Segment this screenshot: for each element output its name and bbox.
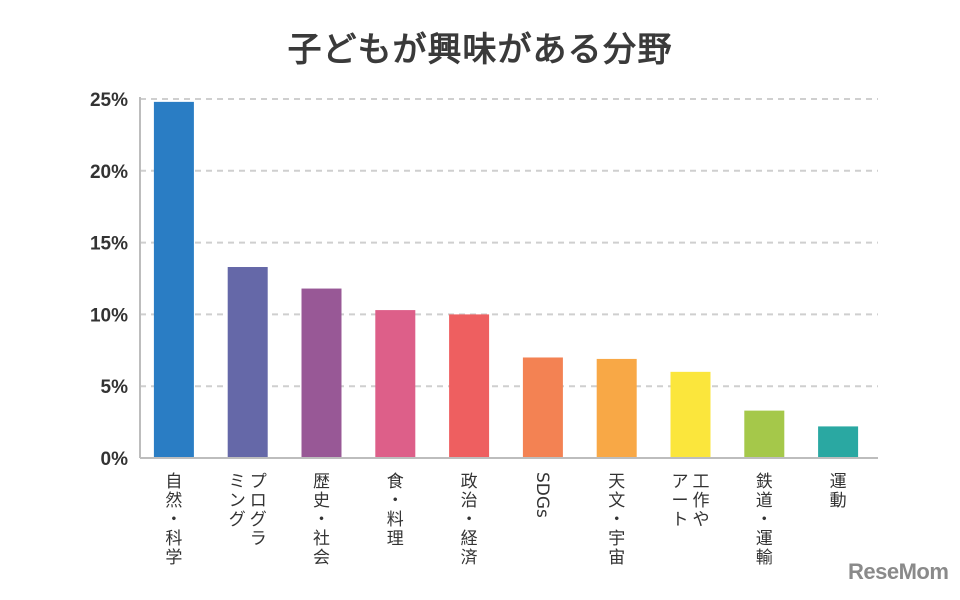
x-tick-label-char: ン bbox=[229, 491, 246, 511]
x-tick-label: 鉄道・運輸 bbox=[756, 472, 773, 568]
chart-title: 子どもが興味がある分野 bbox=[287, 30, 673, 70]
x-tick-label-char: 輸 bbox=[756, 548, 773, 568]
x-tick-label: 歴史・社会 bbox=[313, 472, 330, 568]
bar bbox=[818, 426, 859, 458]
x-tick-label-char: や bbox=[693, 510, 710, 530]
x-tick-label-char: ・ bbox=[165, 510, 182, 530]
x-tick-label-text: SDGs bbox=[532, 472, 552, 518]
bar bbox=[744, 410, 785, 458]
x-tick-label-char: プ bbox=[250, 472, 267, 492]
x-tick-label-char: ・ bbox=[756, 510, 773, 530]
x-tick-label-char: 会 bbox=[313, 548, 330, 568]
x-tick-label-char: ー bbox=[672, 491, 689, 511]
x-tick-label-char: 科 bbox=[165, 529, 182, 549]
bar bbox=[227, 267, 268, 458]
x-tick-label-char: ・ bbox=[608, 510, 625, 530]
x-tick-label-char: ト bbox=[672, 510, 689, 530]
x-tick-label-char: 鉄 bbox=[756, 472, 773, 492]
x-tick-label-char: 自 bbox=[165, 472, 182, 492]
x-tick-label-char: 料 bbox=[387, 510, 404, 530]
x-tick-label-char: 食 bbox=[387, 472, 404, 492]
x-tick-label: 政治・経済 bbox=[461, 472, 478, 568]
resemom-logo: ReseMom bbox=[848, 559, 949, 584]
y-tick-label: 25% bbox=[90, 90, 128, 111]
x-tick-label-char: 運 bbox=[756, 529, 773, 549]
y-tick-label: 15% bbox=[90, 234, 128, 255]
x-tick-label-char: グ bbox=[250, 510, 267, 530]
x-tick-label-char: 歴 bbox=[313, 472, 330, 492]
x-tick-label-char: 作 bbox=[693, 491, 710, 511]
bar bbox=[153, 101, 194, 458]
x-tick-label-char: 宇 bbox=[608, 529, 625, 549]
bar bbox=[449, 314, 490, 458]
x-tick-label-char: ラ bbox=[250, 529, 267, 549]
x-tick-label-char: 然 bbox=[165, 491, 182, 511]
x-tick-label: 運動 bbox=[830, 472, 847, 511]
bar bbox=[375, 310, 416, 458]
x-tick-label-char: 理 bbox=[387, 529, 404, 549]
bar bbox=[301, 288, 342, 458]
x-tick-label-char: 経 bbox=[461, 529, 478, 549]
x-tick-label-char: 済 bbox=[461, 548, 478, 568]
x-tick-label-char: ・ bbox=[387, 491, 404, 511]
x-tick-label-char: 工 bbox=[693, 472, 710, 492]
x-tick-label: 天文・宇宙 bbox=[608, 472, 625, 568]
x-tick-label-char: 道 bbox=[756, 491, 773, 511]
x-tick-label-char: 動 bbox=[830, 491, 847, 511]
x-tick-label-char: グ bbox=[229, 510, 246, 530]
x-tick-label-char: ・ bbox=[461, 510, 478, 530]
x-tick-label: 自然・科学 bbox=[165, 472, 182, 568]
bar bbox=[522, 357, 563, 458]
x-tick-label-char: ロ bbox=[250, 491, 267, 511]
x-tick-label-char: 史 bbox=[313, 491, 330, 511]
x-tick-label-char: 学 bbox=[165, 548, 182, 568]
y-tick-label: 5% bbox=[101, 377, 129, 398]
x-tick-label-char: ア bbox=[672, 472, 689, 492]
x-tick-label-char: 文 bbox=[608, 491, 625, 511]
bar bbox=[596, 358, 637, 458]
x-tick-label-char: 治 bbox=[461, 491, 478, 511]
x-tick-label-char: 天 bbox=[608, 472, 625, 492]
bars bbox=[153, 101, 859, 458]
x-tick-label: 食・料理 bbox=[387, 472, 404, 549]
x-tick-label-char: ミ bbox=[229, 472, 246, 492]
x-tick-label-char: 宙 bbox=[608, 548, 625, 568]
x-tick-label: SDGs bbox=[532, 472, 552, 518]
x-tick-label-char: 政 bbox=[461, 472, 478, 492]
y-tick-label: 0% bbox=[101, 449, 129, 470]
x-tick-label-char: ・ bbox=[313, 510, 330, 530]
x-tick-label-char: 社 bbox=[313, 529, 330, 549]
y-tick-label: 20% bbox=[90, 162, 128, 183]
y-tick-label: 10% bbox=[90, 305, 128, 326]
y-axis: 0% 5% 10% 15% 20% 25% bbox=[90, 90, 141, 470]
x-tick-label-char: 運 bbox=[830, 472, 847, 492]
bar bbox=[670, 371, 711, 458]
